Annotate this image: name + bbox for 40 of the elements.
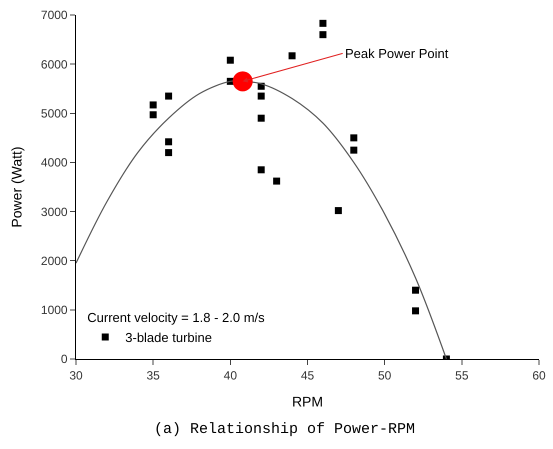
point bbox=[258, 92, 265, 100]
point bbox=[165, 138, 172, 146]
x-tick-label: 60 bbox=[532, 368, 546, 382]
point bbox=[258, 114, 265, 122]
legend-label: 3-blade turbine bbox=[125, 330, 212, 346]
point bbox=[232, 71, 253, 92]
y-tick-label: 7000 bbox=[40, 8, 68, 22]
y-tick-label: 2000 bbox=[40, 254, 68, 268]
x-tick-label: 40 bbox=[224, 368, 238, 382]
point bbox=[412, 307, 420, 314]
x-tick-label: 55 bbox=[455, 368, 469, 382]
y-tick-label: 6000 bbox=[40, 57, 68, 72]
x-tick-label: 35 bbox=[146, 368, 160, 382]
x-tick-label: 45 bbox=[300, 368, 314, 382]
x-tick-label: 50 bbox=[378, 368, 392, 382]
point bbox=[288, 52, 296, 60]
point bbox=[165, 149, 172, 156]
point bbox=[226, 56, 234, 64]
point bbox=[319, 31, 326, 38]
point bbox=[350, 146, 358, 154]
point bbox=[150, 111, 157, 118]
annotation: Peak Power Point bbox=[345, 46, 449, 61]
y-axis-title: Power (Watt) bbox=[8, 146, 24, 228]
point bbox=[165, 92, 172, 100]
point bbox=[150, 101, 157, 108]
text: (a) Relationship of Power-RPM bbox=[154, 421, 416, 438]
legend-title: Current velocity = 1.8 - 2.0 m/s bbox=[87, 310, 266, 326]
y-tick-label: 5000 bbox=[40, 106, 68, 120]
point bbox=[334, 207, 342, 214]
y-tick-label: 0 bbox=[60, 352, 68, 366]
y-tick-label: 4000 bbox=[40, 156, 68, 170]
point bbox=[319, 20, 326, 27]
point bbox=[350, 134, 358, 142]
point bbox=[273, 178, 280, 185]
point bbox=[258, 166, 265, 174]
y-tick-label: 3000 bbox=[40, 204, 68, 219]
point bbox=[412, 286, 420, 294]
y-tick-label: 1000 bbox=[40, 303, 68, 318]
x-tick-label: 30 bbox=[69, 368, 83, 382]
x-axis-title: RPM bbox=[292, 394, 324, 410]
